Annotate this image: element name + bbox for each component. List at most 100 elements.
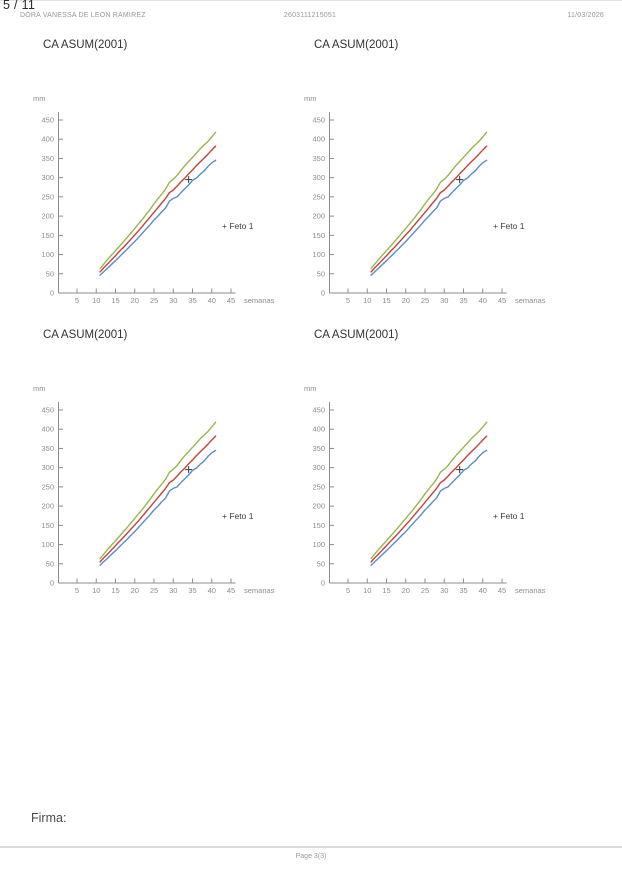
svg-text:25: 25 [150, 586, 158, 595]
chart-bottom-left: CA ASUM(2001) mm 0 50 100 150 200 250 300 350 400… [25, 325, 305, 615]
page-number: Page 3(3) [295, 853, 327, 860]
footer-divider [0, 846, 622, 848]
svg-text:15: 15 [382, 586, 390, 595]
svg-text:10: 10 [92, 586, 100, 595]
svg-text:150: 150 [312, 231, 325, 240]
svg-text:350: 350 [41, 154, 54, 163]
svg-text:40: 40 [208, 586, 216, 595]
svg-text:20: 20 [402, 296, 410, 305]
svg-text:40: 40 [479, 296, 487, 305]
page-top-border [0, 0, 622, 1]
svg-text:semanas: semanas [515, 296, 546, 305]
svg-text:400: 400 [41, 135, 54, 144]
svg-text:300: 300 [41, 463, 54, 472]
svg-text:300: 300 [312, 463, 325, 472]
svg-text:30: 30 [169, 586, 177, 595]
svg-text:5: 5 [75, 296, 79, 305]
svg-text:450: 450 [41, 406, 54, 415]
svg-text:200: 200 [41, 502, 54, 511]
svg-text:150: 150 [41, 521, 54, 530]
svg-text:40: 40 [479, 586, 487, 595]
svg-text:semanas: semanas [515, 586, 546, 595]
svg-text:45: 45 [227, 586, 235, 595]
svg-text:30: 30 [440, 296, 448, 305]
report-date: 11/03/2026 [567, 12, 604, 19]
svg-text:30: 30 [169, 296, 177, 305]
patient-id: 2603111215051 [283, 12, 337, 19]
svg-text:450: 450 [312, 406, 325, 415]
svg-text:5: 5 [346, 586, 350, 595]
svg-text:10: 10 [363, 586, 371, 595]
svg-text:35: 35 [188, 296, 196, 305]
svg-text:300: 300 [41, 173, 54, 182]
svg-text:350: 350 [312, 154, 325, 163]
growth-chart-svg: mm 0 50 100 150 200 250 300 350 400 450 5 10 15 20 25 30… [33, 384, 275, 595]
svg-text:20: 20 [131, 296, 139, 305]
svg-text:semanas: semanas [244, 586, 275, 595]
svg-text:30: 30 [440, 586, 448, 595]
svg-text:50: 50 [317, 269, 325, 278]
svg-text:50: 50 [46, 269, 54, 278]
svg-text:150: 150 [312, 521, 325, 530]
chart-top-left: CA ASUM(2001) mm 0 50 100 150 200 250 300 350 400… [25, 35, 305, 325]
svg-text:45: 45 [498, 296, 506, 305]
svg-text:200: 200 [312, 502, 325, 511]
svg-text:400: 400 [312, 135, 325, 144]
svg-text:400: 400 [41, 425, 54, 434]
growth-chart-svg: mm 0 50 100 150 200 250 300 350 400 450 5 10 15 20 25 30… [33, 94, 275, 305]
svg-text:0: 0 [50, 579, 54, 588]
svg-text:300: 300 [312, 173, 325, 182]
patient-name: DORA VANESSA DE LEON RAMIREZ [20, 12, 146, 19]
svg-text:35: 35 [459, 296, 467, 305]
signature-label: Firma: [31, 811, 67, 825]
svg-text:35: 35 [459, 586, 467, 595]
svg-text:10: 10 [92, 296, 100, 305]
svg-text:100: 100 [312, 250, 325, 259]
svg-text:200: 200 [312, 212, 325, 221]
svg-text:15: 15 [382, 296, 390, 305]
chart-title: CA ASUM(2001) [43, 329, 128, 341]
svg-text:15: 15 [111, 586, 119, 595]
svg-text:100: 100 [312, 540, 325, 549]
svg-text:45: 45 [227, 296, 235, 305]
svg-text:5: 5 [75, 586, 79, 595]
svg-text:5: 5 [346, 296, 350, 305]
svg-text:15: 15 [111, 296, 119, 305]
svg-text:mm: mm [33, 94, 46, 103]
chart-title: CA ASUM(2001) [314, 329, 399, 341]
growth-chart-svg: mm 0 50 100 150 200 250 300 350 400 450 5 10 15 20 25 30… [304, 94, 546, 305]
svg-text:250: 250 [312, 192, 325, 201]
svg-text:0: 0 [321, 289, 325, 298]
svg-text:25: 25 [421, 586, 429, 595]
svg-text:20: 20 [402, 586, 410, 595]
svg-text:350: 350 [312, 444, 325, 453]
chart-top-right: CA ASUM(2001) mm 0 50 100 150 200 250 300 350 400… [296, 35, 576, 325]
chart-title: CA ASUM(2001) [43, 39, 128, 51]
svg-text:semanas: semanas [244, 296, 275, 305]
svg-text:40: 40 [208, 296, 216, 305]
svg-text:200: 200 [41, 212, 54, 221]
svg-text:450: 450 [41, 116, 54, 125]
svg-text:450: 450 [312, 116, 325, 125]
svg-text:100: 100 [41, 250, 54, 259]
svg-text:400: 400 [312, 425, 325, 434]
page-indicator: 5 / 11 [3, 0, 36, 12]
chart-bottom-right: CA ASUM(2001) mm 0 50 100 150 200 250 300 350 400… [296, 325, 576, 615]
svg-text:20: 20 [131, 586, 139, 595]
svg-text:150: 150 [41, 231, 54, 240]
svg-text:350: 350 [41, 444, 54, 453]
svg-text:25: 25 [150, 296, 158, 305]
svg-text:+ Feto 1: + Feto 1 [493, 221, 525, 231]
chart-title: CA ASUM(2001) [314, 39, 399, 51]
svg-text:100: 100 [41, 540, 54, 549]
svg-text:250: 250 [41, 482, 54, 491]
svg-text:50: 50 [46, 559, 54, 568]
svg-text:+ Feto 1: + Feto 1 [222, 221, 254, 231]
growth-chart-svg: mm 0 50 100 150 200 250 300 350 400 450 5 10 15 20 25 30… [304, 384, 546, 595]
svg-text:25: 25 [421, 296, 429, 305]
svg-text:0: 0 [321, 579, 325, 588]
svg-text:0: 0 [50, 289, 54, 298]
svg-text:250: 250 [312, 482, 325, 491]
svg-text:+ Feto 1: + Feto 1 [493, 511, 525, 521]
